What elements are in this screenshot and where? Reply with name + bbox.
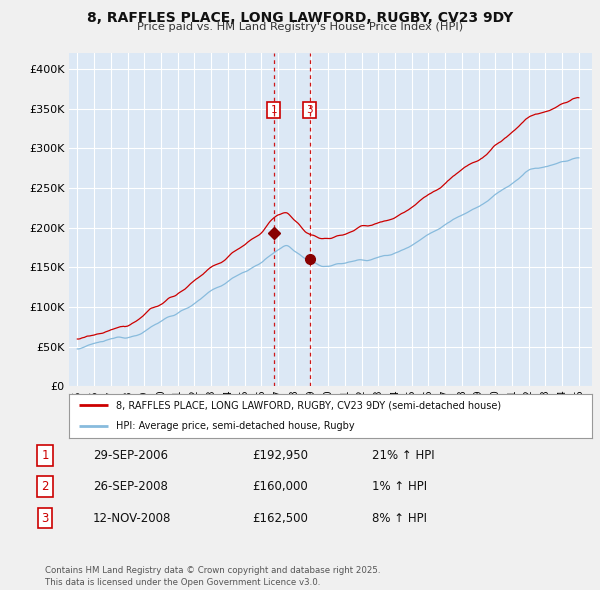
Text: 2: 2 bbox=[41, 480, 49, 493]
Text: £192,950: £192,950 bbox=[252, 449, 308, 462]
Text: HPI: Average price, semi-detached house, Rugby: HPI: Average price, semi-detached house,… bbox=[116, 421, 355, 431]
Text: 1% ↑ HPI: 1% ↑ HPI bbox=[372, 480, 427, 493]
Text: 1: 1 bbox=[41, 449, 49, 462]
Text: 12-NOV-2008: 12-NOV-2008 bbox=[93, 512, 172, 525]
Text: 8, RAFFLES PLACE, LONG LAWFORD, RUGBY, CV23 9DY: 8, RAFFLES PLACE, LONG LAWFORD, RUGBY, C… bbox=[87, 11, 513, 25]
Text: 8, RAFFLES PLACE, LONG LAWFORD, RUGBY, CV23 9DY (semi-detached house): 8, RAFFLES PLACE, LONG LAWFORD, RUGBY, C… bbox=[116, 401, 501, 411]
Text: Price paid vs. HM Land Registry's House Price Index (HPI): Price paid vs. HM Land Registry's House … bbox=[137, 22, 463, 32]
Text: 1: 1 bbox=[271, 105, 277, 115]
Text: 3: 3 bbox=[41, 512, 49, 525]
Text: 26-SEP-2008: 26-SEP-2008 bbox=[93, 480, 168, 493]
Text: 21% ↑ HPI: 21% ↑ HPI bbox=[372, 449, 434, 462]
Text: 8% ↑ HPI: 8% ↑ HPI bbox=[372, 512, 427, 525]
Text: Contains HM Land Registry data © Crown copyright and database right 2025.
This d: Contains HM Land Registry data © Crown c… bbox=[45, 566, 380, 587]
Text: 29-SEP-2006: 29-SEP-2006 bbox=[93, 449, 168, 462]
Text: £160,000: £160,000 bbox=[252, 480, 308, 493]
Text: 3: 3 bbox=[307, 105, 313, 115]
Text: £162,500: £162,500 bbox=[252, 512, 308, 525]
